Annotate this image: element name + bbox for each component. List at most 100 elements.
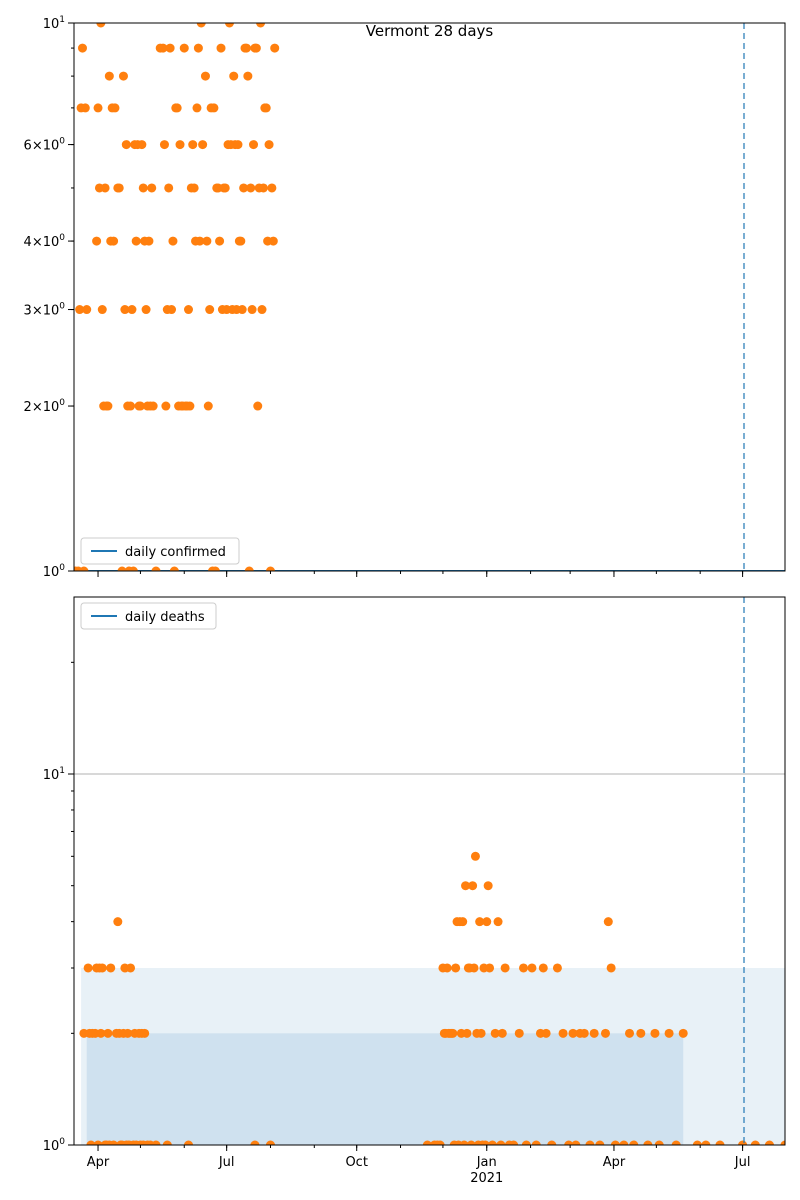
data-point <box>261 103 271 113</box>
data-point <box>165 43 175 53</box>
data-point <box>141 305 151 315</box>
data-point <box>547 1140 557 1145</box>
x-tick-label: Jul <box>734 1155 751 1170</box>
data-point <box>109 1140 119 1145</box>
confirmed-panel: 100 2×100 3×100 4×100 6×100 101 Vermont 28 day… <box>24 15 786 580</box>
chart-title: Vermont 28 days <box>366 22 494 40</box>
data-point <box>224 23 234 28</box>
y-tick-label: 2×100 <box>24 398 66 415</box>
data-point <box>500 963 510 973</box>
data-point <box>442 963 452 973</box>
data-point <box>509 1140 519 1145</box>
data-point <box>780 1140 785 1145</box>
data-point <box>490 1028 500 1038</box>
x-year-label: 2021 <box>470 1171 503 1186</box>
data-point <box>564 1140 574 1145</box>
data-point <box>636 1028 646 1038</box>
data-point <box>466 1140 476 1145</box>
data-point <box>496 1140 506 1145</box>
data-point <box>151 1140 161 1145</box>
y-tick-label: 101 <box>43 766 65 783</box>
data-point <box>244 566 254 571</box>
data-point <box>475 917 485 927</box>
data-point <box>159 140 169 150</box>
data-point <box>205 305 215 315</box>
legend-box <box>80 602 217 630</box>
data-point <box>518 963 528 973</box>
data-point <box>270 43 280 53</box>
data-point <box>196 23 206 28</box>
data-point <box>118 71 128 81</box>
data-point <box>175 140 185 150</box>
data-point <box>603 917 613 927</box>
data-point <box>678 1028 688 1038</box>
data-point <box>251 43 261 53</box>
data-point <box>521 1140 531 1145</box>
data-point <box>233 140 243 150</box>
data-point <box>257 305 267 315</box>
data-point <box>579 1028 589 1038</box>
data-point <box>167 305 177 315</box>
data-point <box>476 1028 486 1038</box>
data-point <box>237 305 247 315</box>
data-point <box>151 566 161 571</box>
data-point <box>239 183 249 193</box>
data-point <box>135 401 145 411</box>
legend-box <box>80 537 240 565</box>
y-tick-label: 3×100 <box>24 302 66 319</box>
data-point <box>103 401 113 411</box>
data-point <box>487 1140 497 1145</box>
data-point <box>264 140 274 150</box>
data-point <box>701 1140 711 1145</box>
data-point <box>96 1028 106 1038</box>
data-point <box>138 183 148 193</box>
legend-label: daily confirmed <box>125 545 226 560</box>
data-point <box>558 1028 568 1038</box>
data-point <box>96 23 106 28</box>
data-point <box>625 1028 635 1038</box>
data-point <box>161 401 171 411</box>
data-point <box>148 401 158 411</box>
data-point <box>451 963 461 973</box>
data-point <box>485 963 495 973</box>
data-point <box>268 236 278 246</box>
plot-area <box>74 23 785 571</box>
data-point <box>193 43 203 53</box>
data-point <box>229 71 239 81</box>
data-point <box>126 401 136 411</box>
x-tick-label: Apr <box>87 1155 110 1170</box>
data-point <box>643 1140 653 1145</box>
data-point <box>192 103 202 113</box>
data-point <box>179 43 189 53</box>
data-point <box>483 881 493 891</box>
data-point <box>600 1028 610 1038</box>
data-point <box>123 1028 133 1038</box>
data-point <box>185 401 195 411</box>
data-point <box>265 1140 275 1145</box>
x-tick-label: Jan <box>476 1155 497 1170</box>
data-point <box>629 1140 639 1145</box>
data-point <box>202 236 212 246</box>
y-tick-label: 4×100 <box>24 233 66 250</box>
data-point <box>606 963 616 973</box>
data-point <box>144 236 154 246</box>
data-point <box>114 183 124 193</box>
data-point <box>169 566 179 571</box>
data-point <box>103 1028 113 1038</box>
y-tick-label: 101 <box>43 15 65 32</box>
data-point <box>209 103 219 113</box>
data-point <box>183 305 193 315</box>
data-point <box>97 963 107 973</box>
data-point <box>458 917 468 927</box>
data-point <box>104 71 114 81</box>
data-point <box>531 1140 541 1145</box>
data-point <box>470 851 480 861</box>
data-point <box>249 140 259 150</box>
data-point <box>552 963 562 973</box>
data-point <box>568 1028 578 1038</box>
data-point <box>595 1140 605 1145</box>
data-point <box>671 1140 681 1145</box>
data-point <box>203 401 213 411</box>
data-point <box>246 183 256 193</box>
